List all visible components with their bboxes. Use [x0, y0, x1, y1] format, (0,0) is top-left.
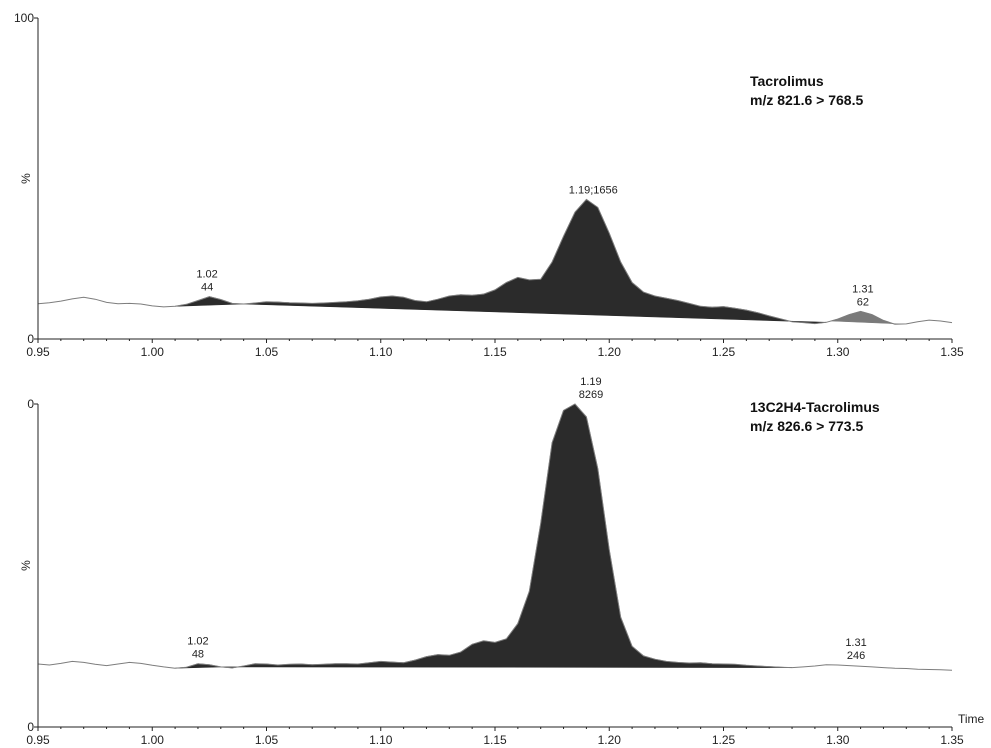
peak-label-rt-1: 1.02 [196, 269, 217, 281]
x-tick-label: 0.95 [26, 345, 50, 359]
chart-panel-1: 100 0% 0.95 1.00 1.05 1.10 1.15 1.20 1.25 1.30 1.3… [14, 11, 964, 359]
x-tick-label: 1.20 [598, 733, 622, 747]
peak-label-area-1: 44 [201, 282, 213, 294]
y-tick-label-top: 100 [14, 11, 34, 25]
peak-label-area-3: 62 [857, 296, 869, 308]
x-axis-title: Time [958, 712, 985, 726]
x-tick-label: 1.10 [369, 345, 393, 359]
x-tick-label: 1.10 [369, 733, 393, 747]
x-tick-label: 1.05 [255, 345, 279, 359]
x-tick-label: 0.95 [26, 733, 50, 747]
chromatogram-trace [37, 198, 953, 325]
y-axis-percent-label: % [19, 173, 33, 184]
peak-label-rt-2: 1.19;1656 [569, 184, 618, 196]
peak-label-rt-2: 1.19 [580, 376, 601, 388]
compound-annotation-line-1: Tacrolimus [750, 73, 824, 89]
peak-label-rt-1: 1.02 [187, 636, 208, 648]
compound-annotation-line-1: 13C2H4-Tacrolimus [750, 399, 880, 415]
y-tick-label-top: 0 [27, 397, 34, 411]
x-tick-label: 1.25 [712, 733, 736, 747]
peak-area-2 [243, 199, 827, 324]
chromatogram-trace [37, 403, 953, 671]
peak-label-rt-3: 1.31 [852, 283, 873, 295]
x-tick-label: 1.15 [483, 733, 507, 747]
x-tick-label: 1.35 [940, 733, 964, 747]
y-tick-label-bottom: 0 [27, 720, 34, 734]
chart-panel-2: 0 0% 0.95 1.00 1.05 1.10 1.15 1.20 1.25 1.30 1.35 T… [19, 376, 985, 747]
compound-annotation-line-2: m/z 821.6 > 768.5 [750, 92, 863, 108]
x-tick-label: 1.05 [255, 733, 279, 747]
x-tick-label: 1.35 [940, 345, 964, 359]
x-tick-label: 1.30 [826, 345, 850, 359]
x-tick-label: 1.25 [712, 345, 736, 359]
compound-annotation-line-2: m/z 826.6 > 773.5 [750, 418, 863, 434]
peak-area-2 [220, 403, 793, 669]
y-axis-percent-label: % [19, 560, 33, 571]
x-tick-label: 1.20 [598, 345, 622, 359]
x-tick-label: 1.15 [483, 345, 507, 359]
x-tick-label: 1.00 [141, 345, 165, 359]
x-tick-label: 1.30 [826, 733, 850, 747]
peak-label-area-1: 48 [192, 649, 204, 661]
peak-label-rt-3: 1.31 [845, 637, 866, 649]
peak-label-area-3: 246 [847, 650, 865, 662]
x-tick-label: 1.00 [141, 733, 165, 747]
peak-label-area-2: 8269 [579, 389, 603, 401]
y-tick-label-bottom: 0 [27, 332, 34, 346]
